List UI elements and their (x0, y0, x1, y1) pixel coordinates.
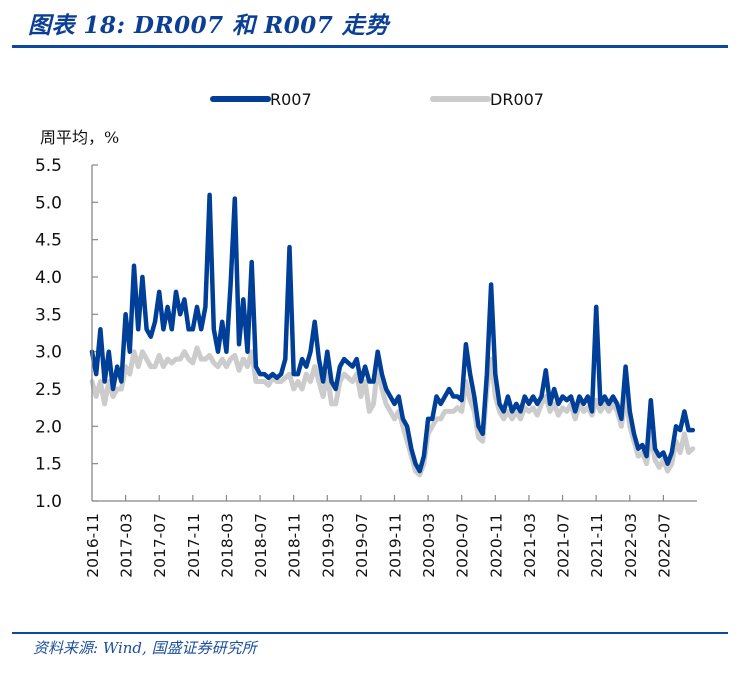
y-axis-title: 周平均，% (40, 128, 119, 147)
x-tick-label: 2021-03 (521, 513, 539, 578)
y-axis: 5.5 5.0 4.5 4.0 3.5 3.0 2.5 2.0 1.5 1.0 (35, 156, 98, 512)
title-divider (12, 45, 728, 48)
x-tick-label: 2020-11 (487, 513, 505, 578)
y-tick-label: 2.0 (35, 417, 62, 437)
source-note: 资料来源: Wind, 国盛证券研究所 (33, 639, 257, 657)
x-tick-label: 2021-07 (555, 513, 573, 578)
x-tick-label: 2020-07 (454, 513, 472, 578)
x-tick-label: 2018-07 (252, 513, 270, 578)
x-tick-label: 2021-11 (588, 513, 606, 578)
x-tick-label: 2022-07 (655, 513, 673, 578)
y-tick-label: 5.5 (35, 156, 62, 176)
x-tick-label: 2022-03 (622, 513, 640, 578)
y-tick-label: 4.0 (35, 268, 62, 288)
x-tick-label: 2016-11 (84, 513, 102, 578)
footer-divider (12, 632, 728, 634)
y-tick-label: 3.5 (35, 305, 62, 325)
y-tick-label: 3.0 (35, 343, 62, 363)
x-tick-label: 2020-03 (420, 513, 438, 578)
x-tick-label: 2019-11 (387, 513, 405, 578)
y-tick-label: 5.0 (35, 193, 62, 213)
legend-label-dr007: DR007 (490, 90, 544, 109)
series-line-r007 (89, 192, 696, 474)
x-tick-label: 2017-11 (185, 513, 203, 578)
x-tick-label: 2019-07 (353, 513, 371, 578)
legend-label-r007: R007 (270, 90, 312, 109)
x-tick-label: 2017-07 (151, 513, 169, 578)
series-group (89, 192, 696, 478)
x-tick-label: 2019-03 (319, 513, 337, 578)
x-axis: 2016-11 2017-03 2017-07 2017-11 2018-03 2018-… (84, 495, 673, 578)
series-line-dr007 (89, 345, 696, 478)
y-tick-label: 4.5 (35, 231, 62, 251)
x-tick-label: 2018-03 (218, 513, 236, 578)
line-chart: R007 DR007 周平均，% 5.5 5.0 4.5 4.0 3.5 3.0 2.5 2.… (35, 90, 697, 578)
y-tick-label: 1.0 (35, 492, 62, 512)
legend: R007 DR007 (210, 90, 544, 109)
x-tick-label: 2017-03 (118, 513, 136, 578)
figure-title: 图表 18: DR007 和 R007 走势 (28, 12, 389, 39)
y-tick-label: 1.5 (35, 455, 62, 475)
x-tick-label: 2018-11 (286, 513, 304, 578)
y-tick-label: 2.5 (35, 380, 62, 400)
